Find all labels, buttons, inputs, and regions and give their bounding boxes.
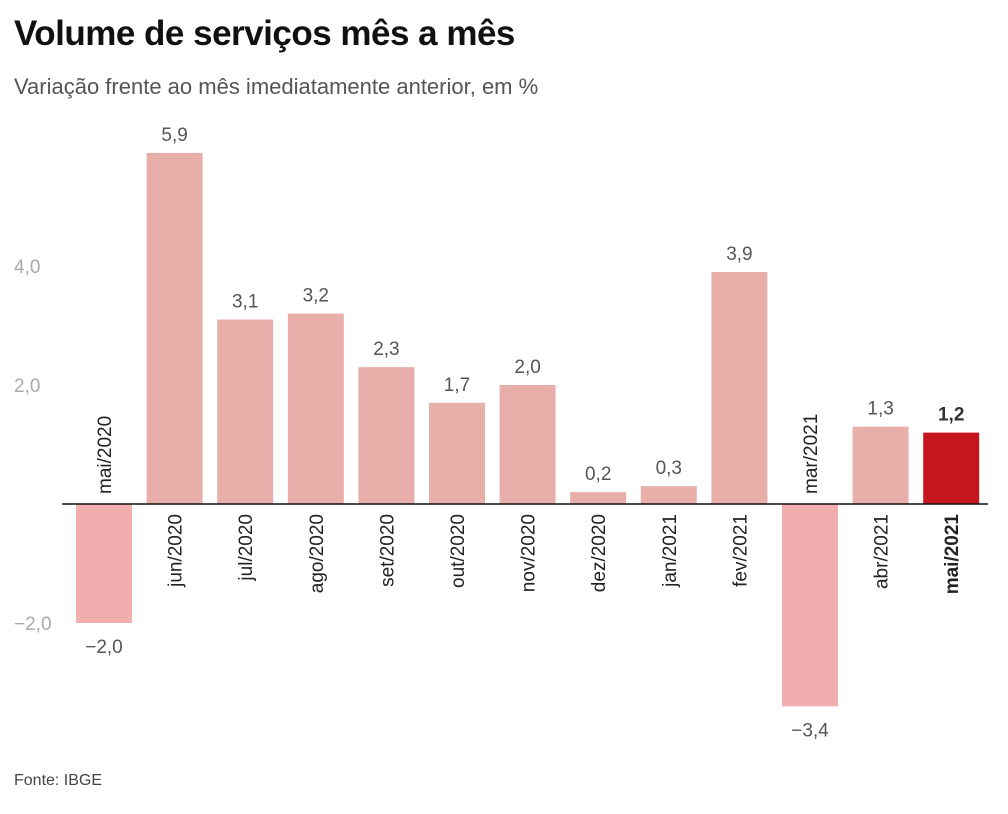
- value-label: −2,0: [85, 637, 123, 658]
- value-label: 1,3: [867, 399, 893, 420]
- y-tick-label: 2,0: [14, 376, 40, 397]
- bar-abr-2021: [852, 426, 909, 504]
- category-label: jan/2021: [660, 514, 681, 588]
- chart-title: Volume de serviços mês a mês: [14, 14, 515, 53]
- bar-jul-2020: [217, 319, 274, 504]
- value-label: 3,9: [726, 244, 752, 265]
- category-label: set/2020: [377, 514, 398, 587]
- category-label: fev/2021: [730, 514, 751, 587]
- bar-mar-2021: [782, 504, 838, 707]
- source-note: Fonte: IBGE: [14, 772, 103, 789]
- category-label: mai/2020: [95, 416, 116, 494]
- bar-dez-2020: [570, 492, 627, 504]
- value-label: 2,3: [373, 339, 399, 360]
- value-label: 2,0: [514, 357, 540, 378]
- category-label: nov/2020: [519, 514, 540, 592]
- value-label: 0,3: [656, 458, 682, 479]
- value-label: 0,2: [585, 464, 611, 485]
- bar-out-2020: [429, 402, 485, 504]
- bar-set-2020: [358, 367, 415, 504]
- value-label: 5,9: [161, 125, 187, 146]
- y-tick-label: −2,0: [14, 614, 52, 635]
- value-label: 1,2: [938, 405, 964, 426]
- y-tick-label: 4,0: [14, 257, 40, 278]
- bar-jan-2021: [640, 486, 697, 504]
- category-label: dez/2020: [589, 514, 610, 592]
- value-label: 3,2: [303, 286, 329, 307]
- category-label: jun/2020: [166, 514, 187, 588]
- bar-nov-2020: [499, 385, 556, 504]
- bar-jun-2020: [146, 152, 203, 504]
- value-label: 3,1: [232, 292, 258, 313]
- category-label: out/2020: [448, 514, 469, 588]
- chart-subtitle: Variação frente ao mês imediatamente ant…: [14, 74, 539, 99]
- category-label: mai/2021: [942, 514, 963, 595]
- category-label: ago/2020: [307, 514, 328, 593]
- value-label: −3,4: [791, 720, 829, 741]
- category-label: abr/2021: [872, 514, 893, 589]
- value-label: 1,7: [444, 375, 470, 396]
- bar-mai-2021: [923, 432, 980, 504]
- bar-ago-2020: [287, 313, 344, 504]
- category-label: jul/2020: [236, 514, 257, 582]
- category-label: mar/2021: [801, 414, 822, 494]
- bar-mai-2020: [76, 504, 132, 623]
- bar-fev-2021: [711, 271, 768, 504]
